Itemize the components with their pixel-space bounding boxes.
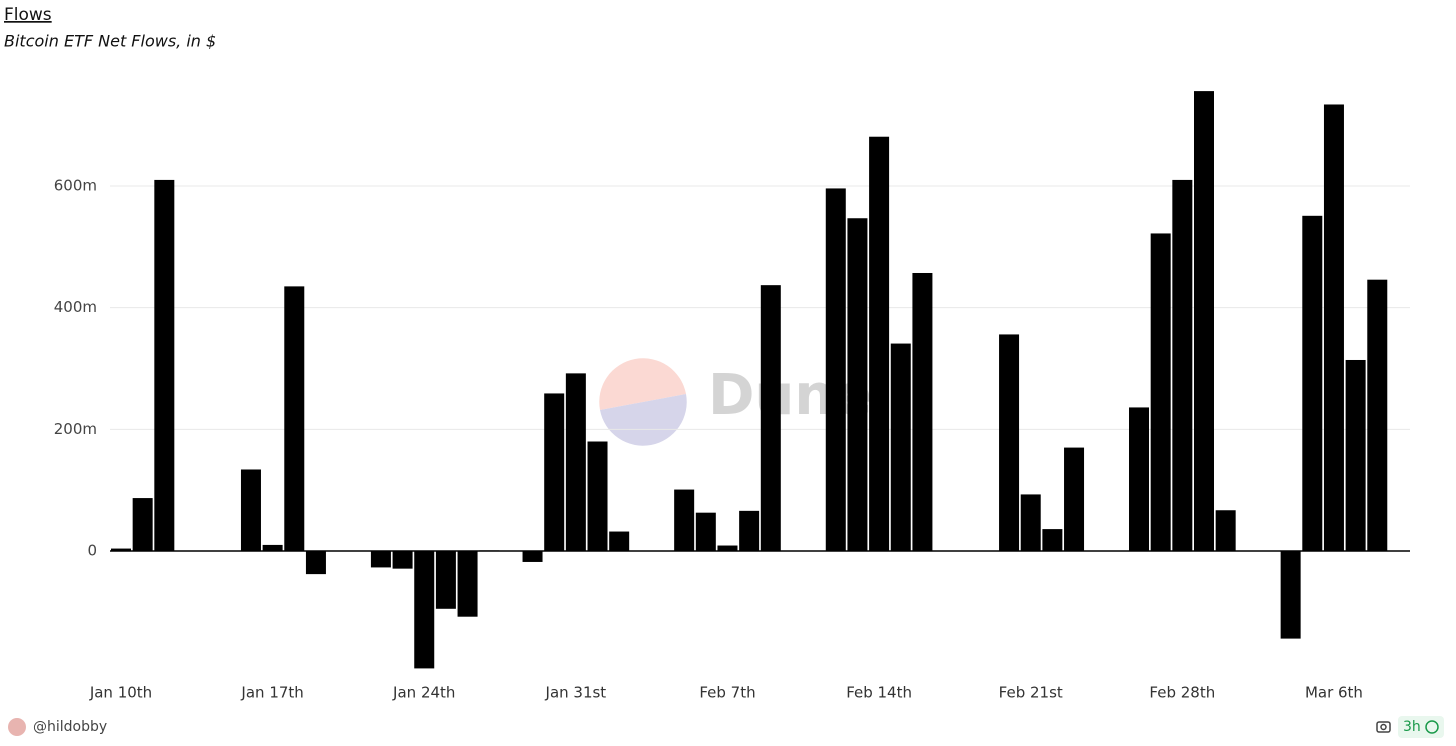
bar [695, 512, 716, 551]
bar [457, 551, 478, 617]
y-tick-label: 600m [54, 177, 97, 195]
bar [1172, 179, 1193, 551]
bar [305, 551, 326, 575]
bar [544, 393, 565, 551]
bar [1323, 104, 1344, 551]
x-tick-label: Feb 28th [1149, 684, 1215, 702]
bar [262, 544, 283, 551]
bar [674, 489, 695, 551]
chart-title[interactable]: Flows [4, 5, 52, 25]
bar [869, 136, 890, 551]
camera-icon[interactable] [1376, 721, 1391, 733]
bar [392, 551, 413, 569]
x-tick-label: Jan 10th [89, 684, 152, 702]
plot: 0 200m 400m 600m Jan 10th Jan 17th Jan 24th Jan… [54, 91, 1410, 702]
bar [847, 218, 868, 551]
bar [370, 551, 391, 568]
x-tick-label: Jan 17th [240, 684, 303, 702]
bar [1129, 407, 1150, 551]
x-tick-label: Jan 24th [392, 684, 455, 702]
bar [1280, 551, 1301, 639]
bar [739, 510, 760, 551]
bar [1064, 447, 1085, 551]
bar [154, 179, 175, 551]
bar [414, 551, 435, 669]
bar [1194, 91, 1214, 551]
x-tick-label: Feb 21st [999, 684, 1063, 702]
y-tick-label: 400m [54, 298, 97, 316]
x-tick-label: Jan 31st [545, 684, 607, 702]
x-tick-label: Feb 14th [846, 684, 912, 702]
bar [1367, 279, 1388, 551]
bar [1302, 215, 1323, 551]
age: 3h [1403, 719, 1421, 735]
bar [1020, 494, 1041, 551]
bar [240, 469, 261, 551]
bar [565, 373, 586, 551]
bar [1150, 233, 1171, 551]
bar [132, 498, 153, 551]
bar [717, 545, 738, 551]
bar [522, 551, 543, 562]
x-tick-label: Mar 6th [1305, 684, 1363, 702]
y-tick-label: 0 [87, 542, 97, 560]
bar [1215, 510, 1236, 551]
age-check-icon [1425, 720, 1439, 734]
y-tick-label: 200m [54, 420, 97, 438]
watermark-logo-top [599, 358, 686, 410]
bar [435, 551, 456, 609]
bar [609, 531, 630, 551]
chart-subtitle: Bitcoin ETF Net Flows, in $ [4, 32, 216, 51]
bar [999, 334, 1020, 551]
author[interactable]: @hildobby [33, 719, 107, 735]
watermark-logo-bottom [600, 394, 687, 446]
bar [912, 272, 933, 551]
author-avatar[interactable] [8, 718, 26, 736]
bar [825, 188, 846, 551]
bar [111, 548, 131, 551]
bar [587, 441, 608, 551]
bar [760, 285, 781, 551]
bar [890, 343, 911, 551]
bar [284, 286, 305, 551]
bar [1345, 359, 1366, 551]
bar [1042, 529, 1063, 551]
x-tick-label: Feb 7th [699, 684, 755, 702]
